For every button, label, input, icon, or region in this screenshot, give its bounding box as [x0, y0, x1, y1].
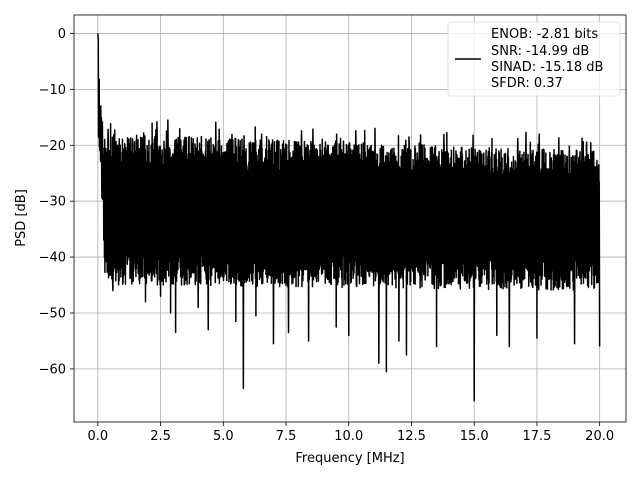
y-axis-ticks: 0 −10 −20 −30 −40 −50 −60 [39, 27, 74, 377]
x-tick-label: 5.0 [213, 429, 234, 444]
y-tick-label: −20 [39, 139, 66, 154]
x-tick-label: 0.0 [87, 429, 108, 444]
y-tick-label: −10 [39, 83, 66, 98]
y-tick-label: −50 [39, 306, 66, 321]
x-tick-label: 2.5 [150, 429, 171, 444]
plot-area [97, 33, 601, 402]
legend-box [447, 21, 621, 97]
legend-sinad: SINAD: -15.18 dB [491, 60, 603, 75]
y-axis-label: PSD [dB] [14, 189, 29, 247]
x-axis-label: Frequency [MHz] [295, 451, 404, 466]
psd-series-line [97, 33, 601, 402]
x-tick-label: 17.5 [522, 429, 551, 444]
legend: ENOB: -2.81 bits SNR: -14.99 dB SINAD: -… [447, 21, 621, 97]
axes-frame [73, 14, 627, 423]
legend-snr: SNR: -14.99 dB [491, 44, 589, 59]
legend-enob: ENOB: -2.81 bits [491, 27, 598, 42]
y-tick-label: 0 [58, 27, 66, 42]
y-tick-label: −30 [39, 195, 66, 210]
x-axis-ticks: 0.0 2.5 5.0 7.5 10.0 12.5 15.0 17.5 20.0 [87, 422, 614, 444]
x-tick-label: 15.0 [460, 429, 489, 444]
x-tick-label: 20.0 [585, 429, 614, 444]
legend-sfdr: SFDR: 0.37 [491, 76, 563, 91]
y-tick-label: −40 [39, 251, 66, 266]
y-tick-label: −60 [39, 362, 66, 377]
x-tick-label: 7.5 [276, 429, 297, 444]
x-tick-label: 12.5 [397, 429, 426, 444]
x-tick-label: 10.0 [334, 429, 363, 444]
